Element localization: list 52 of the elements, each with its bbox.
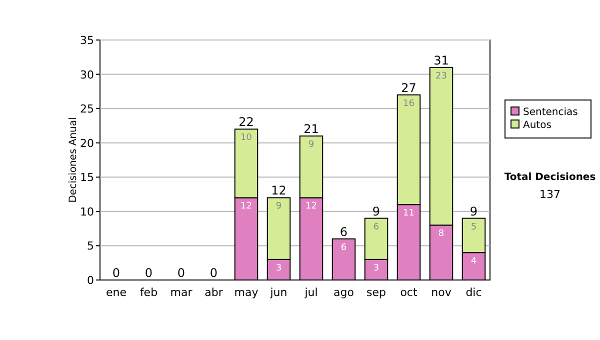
total-label: 0 xyxy=(177,266,186,280)
data-label: 5 xyxy=(470,222,477,232)
total-label: 21 xyxy=(304,122,319,136)
data-label: 4 xyxy=(470,256,477,267)
x-tick-label: may xyxy=(234,286,259,299)
total-label: 22 xyxy=(238,115,254,130)
x-tick-label: ago xyxy=(334,286,354,299)
data-label: 6 xyxy=(373,222,380,232)
y-tick-label: 20 xyxy=(80,136,94,150)
data-label: 16 xyxy=(403,98,415,109)
y-tick-label: 0 xyxy=(87,274,94,287)
x-tick-label: dic xyxy=(466,286,482,299)
data-label: 23 xyxy=(436,71,447,82)
text: 137 xyxy=(540,188,560,201)
data-label: 12 xyxy=(240,202,252,212)
total-label: 6 xyxy=(340,224,348,239)
x-tick-label: feb xyxy=(140,286,158,299)
text: Total Decisiones xyxy=(504,172,596,183)
y-tick-label: 35 xyxy=(80,34,94,47)
total-label: 0 xyxy=(112,266,120,280)
total-label: 31 xyxy=(434,53,449,68)
data-label: 11 xyxy=(403,208,414,219)
data-label: 9 xyxy=(276,202,282,212)
x-tick-label: mar xyxy=(170,286,193,299)
legend-label: Sentencias xyxy=(523,107,578,118)
total-label: 27 xyxy=(401,80,416,95)
y-tick-label: 25 xyxy=(80,102,94,116)
data-label: 10 xyxy=(240,133,252,144)
y-tick-label: 10 xyxy=(80,205,94,218)
total-label: 9 xyxy=(372,204,380,218)
data-label: 12 xyxy=(306,202,317,212)
y-tick-label: 5 xyxy=(87,240,94,253)
x-tick-label: sep xyxy=(366,286,386,299)
y-tick-label: 30 xyxy=(80,68,94,82)
y-axis-title: Decisiones Anual xyxy=(68,117,79,203)
x-tick-label: abr xyxy=(204,286,224,299)
total-label: 0 xyxy=(210,266,218,280)
x-tick-label: jul xyxy=(304,286,318,299)
legend-label: Autos xyxy=(523,120,552,131)
data-label: 3 xyxy=(276,263,282,274)
data-label: 8 xyxy=(438,229,444,240)
x-tick-label: jun xyxy=(269,286,288,299)
data-label: 6 xyxy=(340,242,347,253)
x-tick-label: ene xyxy=(106,286,127,299)
data-label: 3 xyxy=(373,263,380,274)
total-label: 0 xyxy=(144,266,153,280)
data-label: 9 xyxy=(308,140,314,150)
x-tick-label: oct xyxy=(400,286,418,299)
total-label: 9 xyxy=(470,204,478,218)
y-tick-label: 15 xyxy=(80,171,94,184)
x-tick-label: nov xyxy=(431,286,452,299)
total-label: 12 xyxy=(271,184,286,198)
